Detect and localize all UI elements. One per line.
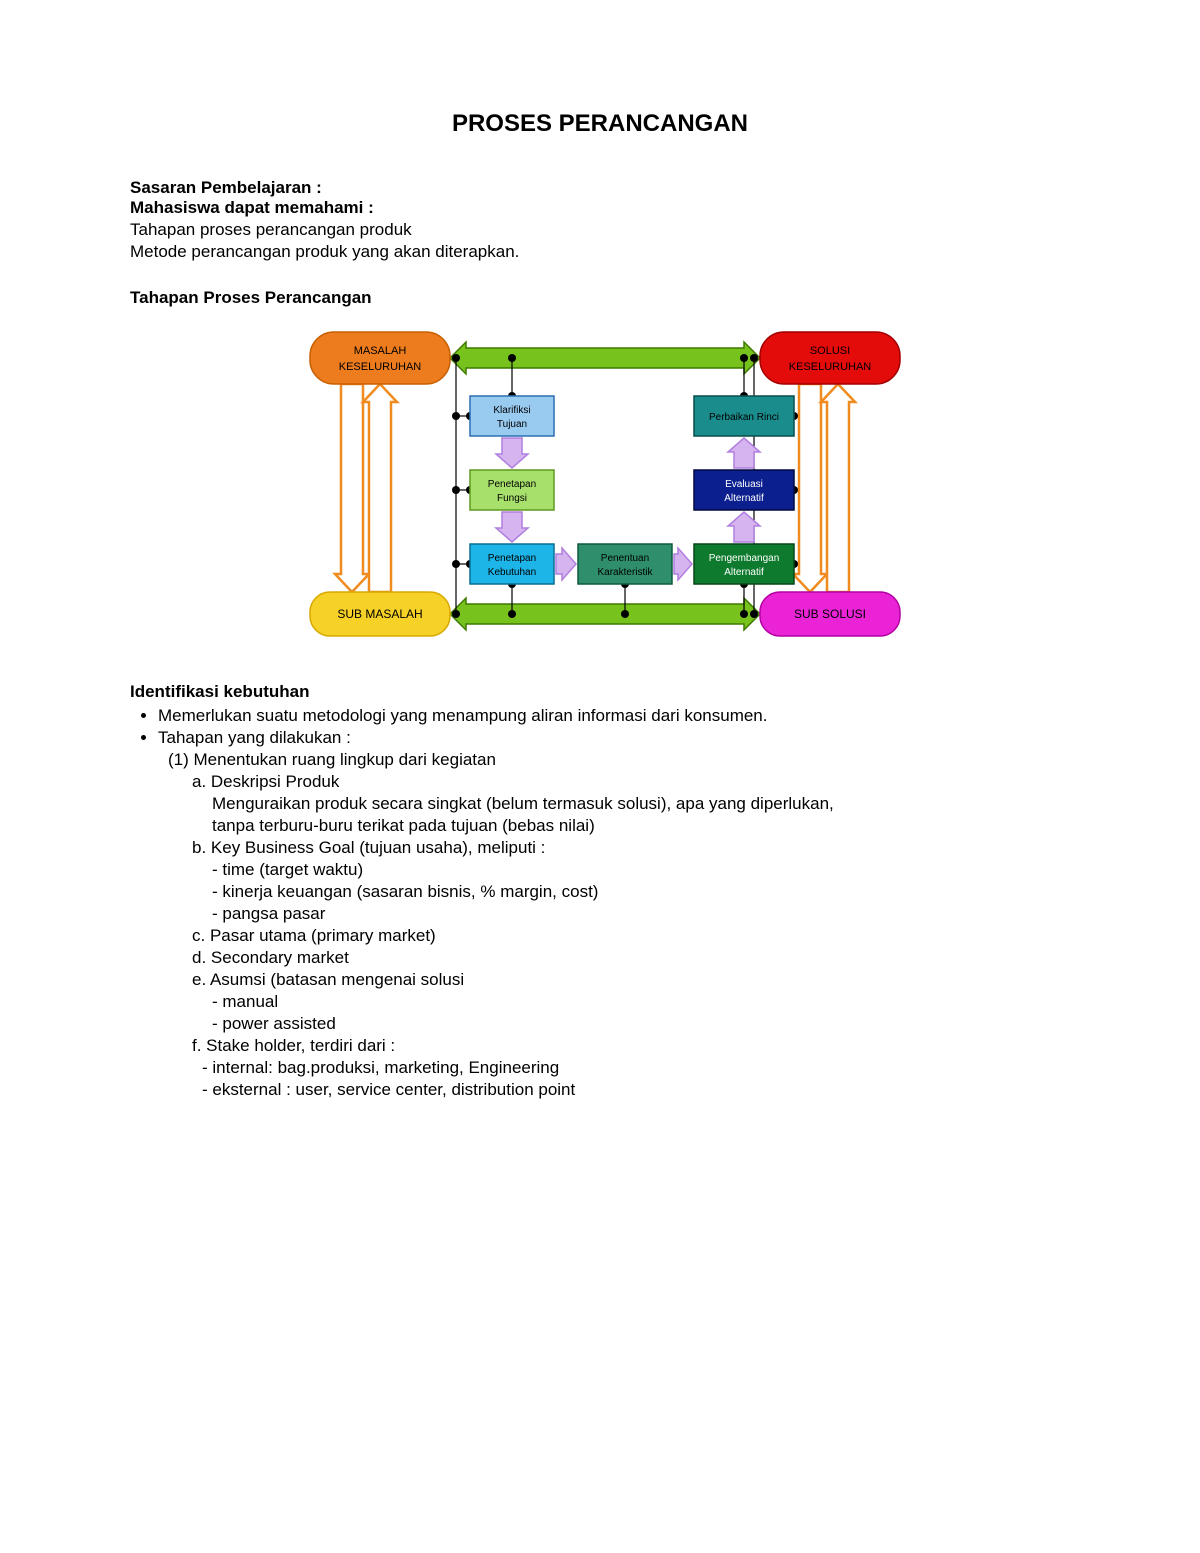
- item-b-1: - time (target waktu): [212, 860, 1070, 880]
- bullet-2: Tahapan yang dilakukan :: [158, 728, 1070, 748]
- svg-text:Penetapan: Penetapan: [488, 479, 536, 490]
- item-b-3: - pangsa pasar: [212, 904, 1070, 924]
- item-f-2: - eksternal : user, service center, dist…: [202, 1080, 1070, 1100]
- svg-text:MASALAH: MASALAH: [354, 345, 407, 357]
- svg-text:Pengembangan: Pengembangan: [709, 553, 780, 564]
- item-f-1: - internal: bag.produksi, marketing, Eng…: [202, 1058, 1070, 1078]
- item-d: d. Secondary market: [192, 948, 1070, 968]
- svg-text:Klarifiksi: Klarifiksi: [493, 405, 530, 416]
- item-b: b. Key Business Goal (tujuan usaha), mel…: [192, 838, 1070, 858]
- heading-sasaran: Sasaran Pembelajaran :: [130, 178, 1070, 198]
- svg-text:Tujuan: Tujuan: [497, 419, 527, 430]
- svg-text:Alternatif: Alternatif: [724, 493, 764, 504]
- heading-identifikasi: Identifikasi kebutuhan: [130, 682, 1070, 702]
- bullet-1: Memerlukan suatu metodologi yang menampu…: [158, 706, 1070, 726]
- intro-line-1: Tahapan proses perancangan produk: [130, 220, 1070, 240]
- item-e-1: - manual: [212, 992, 1070, 1012]
- item-e: e. Asumsi (batasan mengenai solusi: [192, 970, 1070, 990]
- svg-text:SUB MASALAH: SUB MASALAH: [337, 607, 422, 621]
- svg-text:Karakteristik: Karakteristik: [597, 567, 653, 578]
- process-diagram: MASALAH KESELURUHAN SOLUSI KESELURUHAN SUB M…: [130, 318, 1070, 658]
- document-page: PROSES PERANCANGAN Sasaran Pembelajaran …: [0, 0, 1200, 1553]
- step-1: (1) Menentukan ruang lingkup dari kegiat…: [168, 750, 1070, 770]
- item-f: f. Stake holder, terdiri dari :: [192, 1036, 1070, 1056]
- svg-text:Fungsi: Fungsi: [497, 493, 527, 504]
- intro-line-2: Metode perancangan produk yang akan dite…: [130, 242, 1070, 262]
- svg-text:SUB SOLUSI: SUB SOLUSI: [794, 607, 866, 621]
- svg-text:Penetapan: Penetapan: [488, 553, 536, 564]
- svg-text:Penentuan: Penentuan: [601, 553, 649, 564]
- item-a-line2: tanpa terburu-buru terikat pada tujuan (…: [212, 816, 1070, 836]
- svg-text:Alternatif: Alternatif: [724, 567, 764, 578]
- heading-tahapan: Tahapan Proses Perancangan: [130, 288, 1070, 308]
- svg-text:SOLUSI: SOLUSI: [810, 345, 850, 357]
- item-a-line1: Menguraikan produk secara singkat (belum…: [212, 794, 1070, 814]
- svg-text:Evaluasi: Evaluasi: [725, 479, 763, 490]
- page-title: PROSES PERANCANGAN: [130, 110, 1070, 138]
- svg-text:Perbaikan Rinci: Perbaikan Rinci: [709, 412, 779, 423]
- item-c: c. Pasar utama (primary market): [192, 926, 1070, 946]
- item-a: a. Deskripsi Produk: [192, 772, 1070, 792]
- heading-mahasiswa: Mahasiswa dapat memahami :: [130, 198, 1070, 218]
- svg-text:Kebutuhan: Kebutuhan: [488, 567, 536, 578]
- svg-text:KESELURUHAN: KESELURUHAN: [339, 361, 422, 373]
- item-e-2: - power assisted: [212, 1014, 1070, 1034]
- item-b-2: - kinerja keuangan (sasaran bisnis, % ma…: [212, 882, 1070, 902]
- process-diagram-svg: MASALAH KESELURUHAN SOLUSI KESELURUHAN SUB M…: [290, 318, 910, 658]
- bullet-list: Memerlukan suatu metodologi yang menampu…: [158, 706, 1070, 748]
- svg-text:KESELURUHAN: KESELURUHAN: [789, 361, 872, 373]
